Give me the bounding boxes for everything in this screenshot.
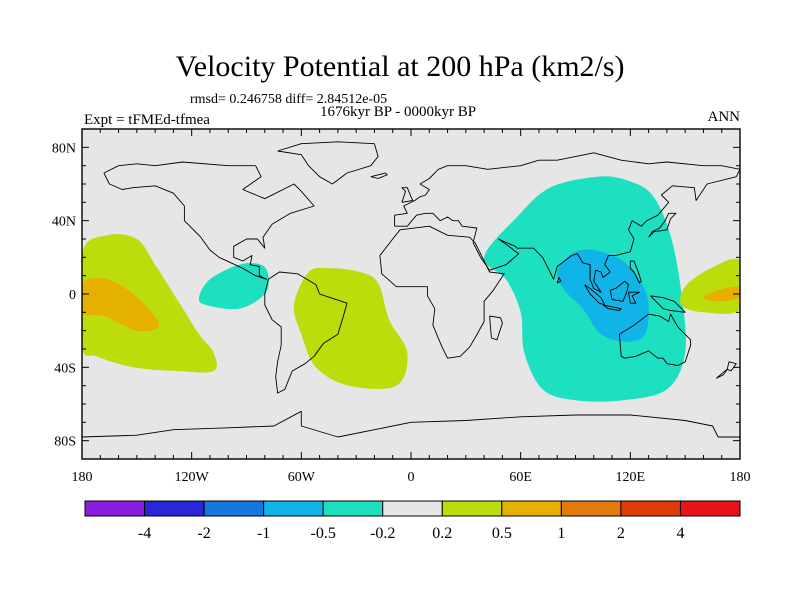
coastline-15 — [370, 172, 388, 179]
y-tick-label: 40S — [54, 361, 76, 376]
x-tick-label: 180 — [72, 470, 93, 485]
colorbar-swatch — [322, 500, 384, 517]
coastline-16 — [489, 315, 503, 341]
colorbar-swatch — [679, 500, 741, 517]
coastline-6 — [82, 410, 740, 438]
rmsd-diff-stats: rmsd= 0.246758 diff= 2.84512e-05 — [190, 92, 388, 107]
coastline-19 — [556, 277, 562, 284]
colorbar-swatch — [560, 500, 622, 517]
axis-ticks: 180 120W 60W 0 60E 120E 180 80N 40N 0 40S 80S — [52, 128, 751, 485]
colorbar-label: 0.5 — [492, 525, 512, 542]
colorbar-label: -1 — [257, 525, 270, 542]
contour-region-central-pacific-positive — [82, 234, 217, 373]
coastline-5 — [277, 141, 379, 185]
colorbar-swatch — [203, 500, 265, 517]
colorbar-swatch — [144, 500, 205, 517]
colorbar-label: 2 — [617, 525, 625, 542]
y-tick-label: 0 — [69, 288, 76, 303]
contour-region-central-pacific-core — [82, 278, 160, 332]
contour-region-west-pacific-core — [703, 286, 740, 302]
coastline-14 — [401, 187, 414, 203]
coastline-18 — [715, 368, 728, 379]
coastline-13 — [648, 212, 677, 238]
coastline-9 — [609, 280, 629, 302]
colorbar-label: 4 — [676, 525, 684, 542]
colorbar-label: -0.5 — [311, 525, 336, 542]
y-tick-label: 80S — [54, 435, 76, 450]
y-tick-label: 40N — [52, 215, 76, 230]
contour-region-maritime-continent-core — [556, 249, 649, 342]
colorbar-swatch — [501, 500, 562, 517]
x-tick-label: 0 — [408, 470, 415, 485]
colorbar-swatch — [620, 500, 681, 517]
coastline-1 — [264, 271, 348, 394]
colorbar: -4 -2 -1 -0.5 -0.2 0.2 0.5 1 2 4 — [84, 500, 741, 542]
coastline-4 — [618, 313, 692, 366]
season-label: ANN — [707, 109, 741, 125]
colorbar-label: -4 — [138, 525, 151, 542]
coastline-11 — [650, 295, 686, 313]
y-tick-label: 80N — [52, 141, 76, 156]
colorbar-label: 0.2 — [432, 525, 452, 542]
colorbar-label: -2 — [197, 525, 210, 542]
coastlines — [82, 141, 740, 438]
coastline-0 — [103, 161, 315, 280]
time-period-label: 1676kyr BP - 0000kyr BP — [320, 104, 477, 120]
coastline-12 — [629, 260, 642, 284]
x-tick-label: 120W — [175, 470, 210, 485]
contour-region-atlantic-positive — [293, 267, 408, 389]
contour-regions — [82, 176, 740, 402]
x-tick-label: 120E — [616, 470, 646, 485]
x-tick-label: 60W — [288, 470, 316, 485]
coastline-10 — [628, 291, 640, 304]
coastline-8 — [602, 304, 622, 311]
colorbar-swatch — [382, 500, 443, 517]
coastline-3 — [394, 152, 740, 293]
colorbar-swatch — [263, 500, 324, 517]
contour-region-east-pacific-negative — [198, 263, 269, 310]
x-tick-label: 180 — [730, 470, 751, 485]
colorbar-label: 1 — [557, 525, 565, 542]
coastline-17 — [726, 361, 737, 372]
experiment-label: Expt = tFMEd-tfmea — [84, 112, 210, 128]
x-tick-label: 60E — [509, 470, 532, 485]
colorbar-swatch — [84, 500, 146, 517]
colorbar-swatch — [441, 500, 503, 517]
chart-title: Velocity Potential at 200 hPa (km2/s) — [175, 50, 625, 83]
coastline-2 — [379, 225, 505, 359]
colorbar-label: -0.2 — [370, 525, 395, 542]
